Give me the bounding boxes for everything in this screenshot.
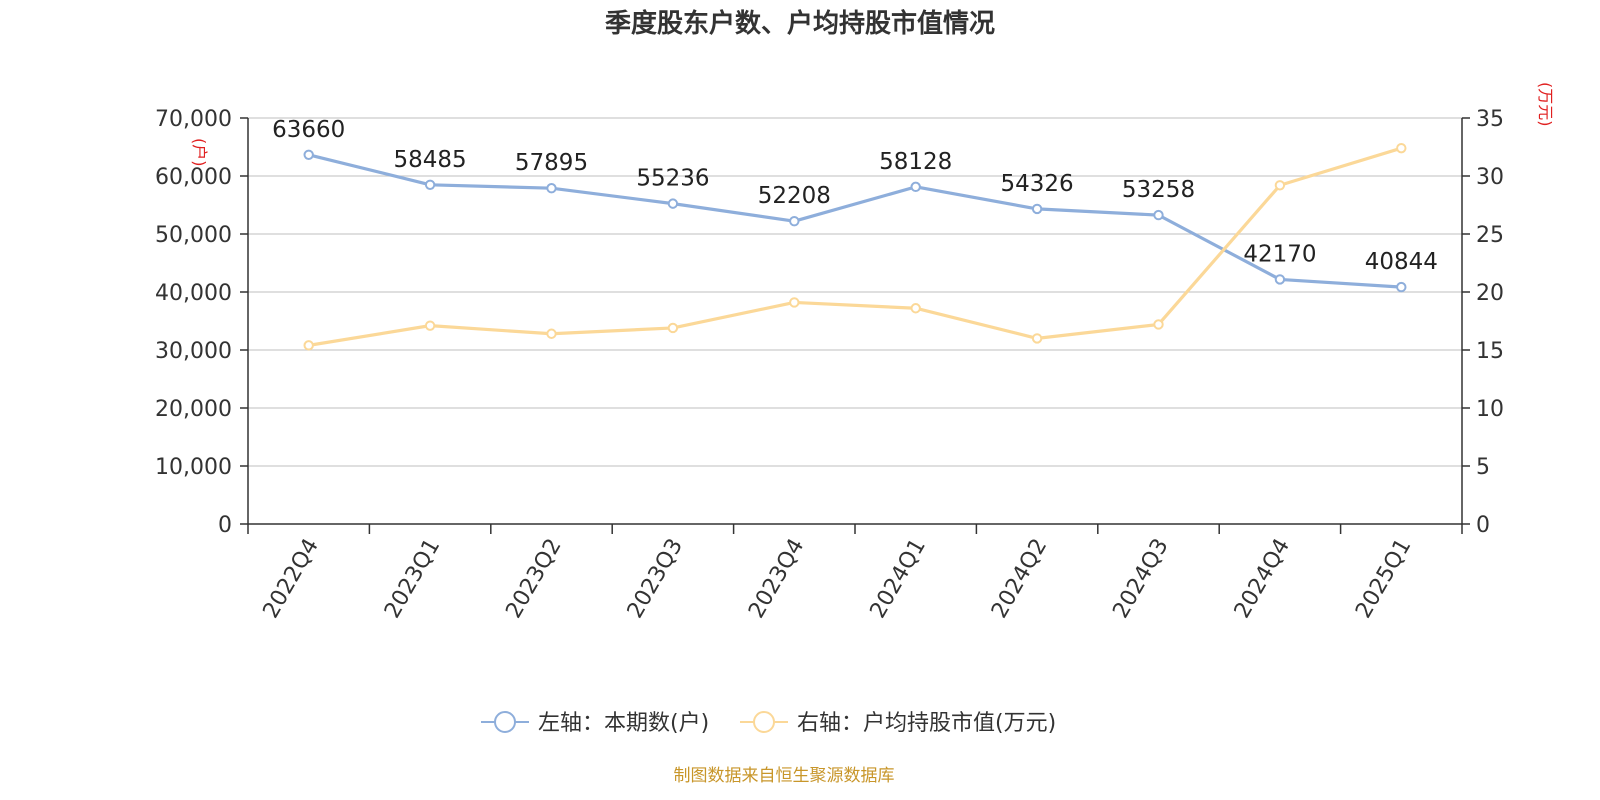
left-tick-label: 20,000 (155, 397, 232, 422)
data-point (1274, 274, 1286, 285)
data-label: 58128 (879, 149, 952, 175)
series-layer: 63660 58485 57895 55236 52208 58128 54326 53258… (272, 117, 1438, 351)
data-point (1153, 319, 1164, 330)
data-label: 53258 (1122, 177, 1195, 203)
x-tick-label: 2023Q4 (744, 535, 809, 623)
data-point (303, 149, 314, 160)
data-point (667, 198, 679, 209)
left-tick-label: 40,000 (155, 281, 232, 306)
left-axis-ticks: 0 10,000 20,000 30,000 40,000 50,000 60,000 70,… (155, 107, 248, 538)
x-tick-label: 2025Q1 (1351, 535, 1416, 623)
x-tick-label: 2024Q4 (1230, 535, 1295, 623)
data-point (546, 183, 557, 194)
left-tick-label: 10,000 (155, 455, 232, 480)
data-point (1396, 281, 1407, 293)
right-tick-label: 5 (1476, 455, 1490, 480)
data-label: 52208 (758, 183, 831, 209)
x-tick-label: 2022Q4 (259, 535, 324, 623)
series-line-1 (308, 153, 1402, 289)
left-axis-unit: (户) (190, 138, 209, 167)
source-note: 制图数据来自恒生聚源数据库 (674, 766, 895, 786)
data-point (910, 181, 921, 193)
left-tick-label: 70,000 (155, 107, 232, 132)
legend: 左轴：本期数(户) 右轴：户均持股市值(万元) (481, 711, 1056, 736)
data-label: 54326 (1001, 171, 1074, 197)
data-point (789, 297, 800, 308)
data-point (1274, 180, 1286, 191)
data-point (546, 328, 557, 339)
right-tick-label: 25 (1476, 223, 1504, 248)
data-point (1031, 203, 1043, 215)
right-axis-ticks: 0 5 10 15 20 25 30 35 (1462, 107, 1504, 538)
data-point (1396, 142, 1407, 154)
grid (248, 117, 1462, 467)
right-tick-label: 20 (1476, 281, 1504, 306)
series-line-2 (308, 146, 1402, 347)
data-point (910, 303, 921, 314)
data-label: 58485 (394, 147, 467, 173)
left-tick-label: 30,000 (155, 339, 232, 364)
right-tick-label: 15 (1476, 339, 1504, 364)
x-tick-label: 2024Q1 (866, 535, 931, 623)
data-point (789, 215, 800, 227)
chart-title: 季度股东户数、户均持股市值情况 (605, 8, 995, 39)
data-label: 55236 (636, 166, 709, 192)
x-tick-label: 2023Q1 (380, 535, 445, 623)
right-tick-label: 0 (1476, 513, 1490, 538)
data-point (303, 340, 314, 351)
x-tick-label: 2023Q2 (501, 535, 566, 623)
data-label: 63660 (272, 117, 345, 143)
data-point (424, 179, 436, 190)
data-label: 40844 (1365, 249, 1438, 275)
data-label: 42170 (1243, 241, 1316, 267)
data-point (1153, 209, 1164, 221)
data-point (667, 322, 679, 334)
data-point (424, 320, 436, 331)
x-axis-ticks: 2022Q4 2023Q1 2023Q2 2023Q3 2023Q4 2024Q1 2024… (247, 524, 1463, 623)
right-tick-label: 10 (1476, 397, 1504, 422)
right-tick-label: 30 (1476, 165, 1504, 190)
right-tick-label: 35 (1476, 107, 1504, 132)
right-axis-unit: (万元) (1536, 82, 1555, 127)
left-tick-label: 60,000 (155, 165, 232, 190)
x-tick-label: 2023Q3 (623, 535, 688, 623)
left-tick-label: 0 (218, 513, 232, 538)
data-label: 57895 (515, 150, 588, 176)
legend-label-1: 左轴：本期数(户) (538, 711, 709, 736)
legend-swatch-marker-1 (494, 711, 516, 733)
legend-swatch-marker-2 (753, 711, 775, 733)
x-tick-label: 2024Q3 (1108, 535, 1173, 623)
x-tick-label: 2024Q2 (987, 535, 1052, 623)
data-point (1031, 333, 1043, 344)
left-tick-label: 50,000 (155, 223, 232, 248)
legend-label-2: 右轴：户均持股市值(万元) (797, 711, 1056, 736)
